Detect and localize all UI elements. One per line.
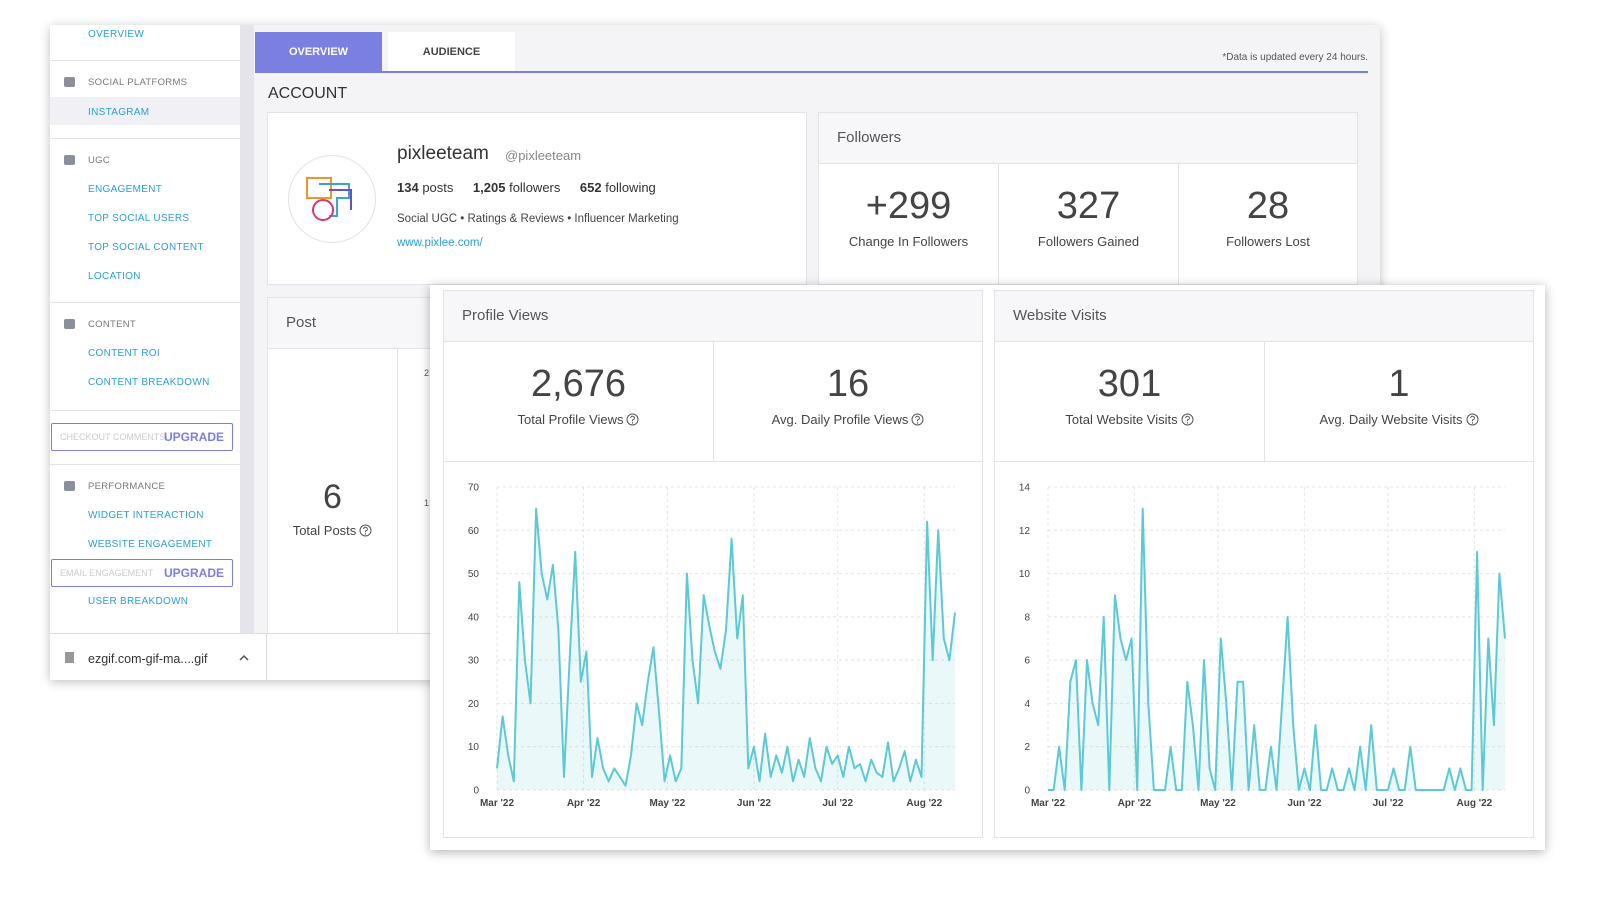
stat-value: 1 [1388, 363, 1410, 405]
card-title: Website Visits [1013, 307, 1107, 324]
nav-section: CONTENT [88, 319, 137, 330]
locked-item[interactable]: CHECKOUT COMMENTS UPGRADE [51, 423, 233, 451]
count: 134 [397, 180, 419, 195]
nav-item[interactable]: LOCATION [88, 271, 141, 282]
icon [64, 481, 75, 491]
stat-label: Followers Lost [1226, 234, 1310, 249]
count-label: followers [509, 180, 561, 195]
nav-item[interactable]: TOP SOCIAL CONTENT [88, 242, 204, 253]
avatar [288, 155, 376, 243]
locked-label: CHECKOUT COMMENTS [60, 432, 166, 442]
file-icon [65, 652, 74, 663]
locked-label: EMAIL ENGAGEMENT [60, 568, 154, 578]
tab[interactable]: AUDIENCE [388, 32, 515, 72]
stat-value: 327 [1056, 185, 1121, 227]
icon [64, 155, 75, 165]
stat-label-text: Total Website Visits [1065, 412, 1178, 427]
nav-item[interactable]: WIDGET INTERACTION [88, 510, 204, 521]
analytics-panel: Profile Views 2,676 Total Profile Views 1… [430, 285, 1545, 850]
stat-value: 2,676 [530, 363, 627, 405]
tab-underline [255, 71, 1368, 73]
account-handle: @pixleeteam [505, 148, 582, 163]
nav-item[interactable]: CONTENT ROI [88, 348, 161, 359]
card-title: Post [286, 314, 317, 331]
sidebar: OVERVIEW SOCIAL PLATFORMS INSTAGRAM UGC … [50, 25, 254, 633]
metric-card: Profile Views 2,676 Total Profile Views 1… [443, 290, 983, 838]
nav-item[interactable]: CONTENT BREAKDOWN [88, 377, 210, 388]
nav-item[interactable]: OVERVIEW [88, 29, 145, 40]
tab-active[interactable]: OVERVIEW [255, 32, 382, 72]
count: 1,205 [472, 180, 506, 195]
account-card: pixleeteam @pixleeteam 134 posts 1,205 f… [267, 112, 807, 285]
stat-label-text: Total Posts [292, 523, 357, 538]
locked-item[interactable]: EMAIL ENGAGEMENT UPGRADE [51, 559, 233, 587]
axis-fragment: 1 [424, 498, 430, 508]
stat-label: Followers Gained [1037, 234, 1140, 249]
stat-label: Total Website Visits [995, 412, 1264, 427]
axis-fragment: 2 [424, 368, 430, 378]
nav-item[interactable]: ENGAGEMENT [88, 184, 163, 195]
upgrade-button[interactable]: UPGRADE [163, 430, 224, 444]
stat-value: +299 [865, 185, 952, 227]
nav-item[interactable]: INSTAGRAM [88, 107, 150, 118]
download-bar: ezgif.com-gif-ma....gif [50, 633, 430, 680]
stat-label: Total Profile Views [444, 412, 713, 427]
nav-item[interactable]: WEBSITE ENGAGEMENT [88, 539, 213, 550]
stat-label: Total Posts [268, 523, 397, 538]
upgrade-button[interactable]: UPGRADE [163, 566, 224, 580]
count: 652 [579, 180, 602, 195]
nav-item[interactable]: USER BREAKDOWN [88, 596, 189, 607]
count-label: following [605, 180, 656, 195]
bio: Social UGC • Ratings & Reviews • Influen… [397, 213, 679, 225]
stat-value: 16 [826, 363, 870, 405]
stat-label-text: Avg. Daily Website Visits [1319, 412, 1463, 427]
card-title: Followers [837, 129, 902, 146]
section-heading: ACCOUNT [268, 85, 348, 102]
nav-section: PERFORMANCE [88, 481, 166, 492]
stat-label: Avg. Daily Profile Views [714, 412, 982, 427]
counts: 134 posts 1,205 followers 652 following [397, 180, 656, 195]
stat-value: 6 [323, 478, 342, 516]
icon [64, 319, 75, 329]
stat-value: 28 [1246, 185, 1290, 227]
metric-card: Website Visits 301 Total Website Visits 1… [994, 290, 1534, 838]
nav-section: SOCIAL PLATFORMS [88, 77, 188, 88]
stat-label: Avg. Daily Website Visits [1265, 412, 1533, 427]
stat-label-text: Avg. Daily Profile Views [771, 412, 909, 427]
website-link[interactable]: www.pixlee.com/ [397, 237, 483, 249]
stat-label-text: Total Profile Views [517, 412, 624, 427]
update-note: *Data is updated every 24 hours. [1222, 52, 1368, 63]
active-bg [50, 97, 240, 125]
stat-label: Change In Followers [848, 234, 969, 249]
stat-value: 301 [1097, 363, 1162, 405]
download-file[interactable]: ezgif.com-gif-ma....gif [88, 652, 208, 666]
nav-item[interactable]: TOP SOCIAL USERS [88, 213, 190, 224]
count-label: posts [422, 180, 454, 195]
nav-section: UGC [88, 155, 111, 166]
icon [64, 77, 75, 87]
card-title: Profile Views [462, 307, 549, 324]
followers-card: Followers +299 Change In Followers 327 Fol… [818, 112, 1358, 285]
account-name: pixleeteam [397, 143, 489, 164]
